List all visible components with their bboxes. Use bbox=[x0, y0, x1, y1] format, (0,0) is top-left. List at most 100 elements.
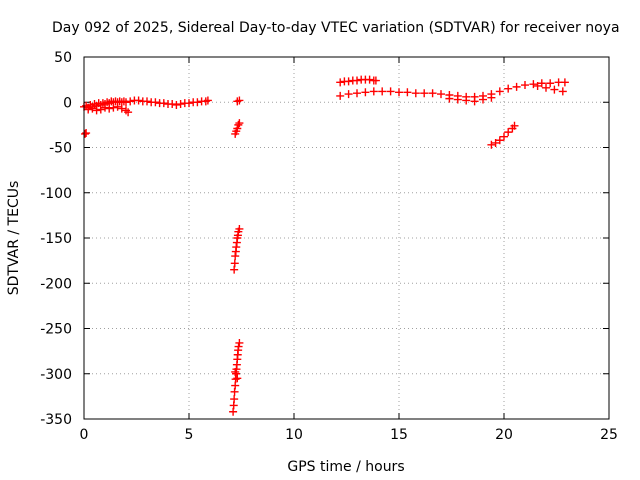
data-point bbox=[230, 259, 239, 268]
x-tick-label: 5 bbox=[185, 427, 194, 443]
data-point bbox=[533, 81, 542, 90]
data-point bbox=[445, 94, 454, 103]
data-point bbox=[235, 96, 244, 105]
data-point bbox=[82, 129, 91, 138]
data-point bbox=[81, 129, 90, 138]
data-points bbox=[80, 75, 569, 416]
data-point bbox=[122, 98, 130, 107]
x-tick-label: 20 bbox=[495, 427, 513, 443]
data-point bbox=[193, 98, 202, 107]
data-point bbox=[235, 224, 244, 233]
data-point bbox=[134, 96, 143, 105]
data-point bbox=[462, 96, 471, 105]
data-point bbox=[336, 78, 345, 87]
data-point bbox=[395, 88, 403, 97]
data-point bbox=[109, 103, 118, 112]
y-tick-label: -300 bbox=[40, 367, 72, 383]
data-point bbox=[235, 119, 244, 128]
data-point bbox=[504, 84, 513, 93]
data-point bbox=[487, 93, 496, 102]
data-point bbox=[105, 104, 114, 113]
y-tick-label: -250 bbox=[40, 322, 72, 338]
y-axis-label: SDTVAR / TECUs bbox=[6, 181, 22, 296]
data-point bbox=[84, 105, 93, 114]
data-point bbox=[369, 87, 378, 96]
data-point bbox=[403, 88, 412, 97]
data-point bbox=[203, 96, 212, 105]
data-point bbox=[234, 342, 243, 351]
y-tick-label: -200 bbox=[40, 276, 72, 292]
data-point bbox=[560, 78, 569, 87]
data-point bbox=[371, 76, 380, 85]
data-point bbox=[411, 89, 420, 98]
data-point bbox=[420, 89, 429, 98]
data-point bbox=[117, 104, 126, 113]
data-point bbox=[168, 100, 177, 109]
data-point bbox=[361, 88, 370, 97]
data-point bbox=[96, 105, 105, 114]
data-point bbox=[546, 79, 555, 88]
data-point bbox=[113, 102, 122, 111]
data-point bbox=[558, 87, 567, 96]
data-point bbox=[353, 76, 361, 85]
y-tick-label: -150 bbox=[40, 231, 72, 247]
data-point bbox=[353, 89, 361, 98]
data-point bbox=[504, 128, 513, 137]
data-point bbox=[487, 140, 496, 149]
data-point bbox=[344, 90, 353, 99]
plot-frame bbox=[83, 56, 610, 420]
data-point bbox=[201, 97, 210, 106]
data-point bbox=[233, 124, 242, 133]
data-point bbox=[510, 121, 519, 130]
data-point bbox=[151, 98, 160, 107]
data-point bbox=[124, 108, 133, 117]
data-point bbox=[176, 100, 185, 109]
data-point bbox=[185, 99, 193, 108]
x-axis-label: GPS time / hours bbox=[287, 459, 404, 475]
y-tick-label: -100 bbox=[40, 186, 72, 202]
data-point bbox=[92, 106, 101, 115]
data-point bbox=[336, 91, 345, 100]
data-point bbox=[88, 104, 97, 113]
data-point bbox=[233, 97, 242, 106]
data-point bbox=[172, 100, 181, 109]
data-point bbox=[230, 395, 239, 404]
x-tick-label: 25 bbox=[600, 427, 618, 443]
data-point bbox=[234, 120, 243, 129]
data-point bbox=[479, 95, 487, 104]
data-point bbox=[550, 85, 559, 94]
data-point bbox=[529, 80, 538, 89]
data-point bbox=[233, 374, 242, 383]
data-point bbox=[231, 367, 240, 376]
data-point bbox=[470, 97, 479, 106]
x-tick-label: 0 bbox=[80, 427, 89, 443]
y-tick-label: -350 bbox=[40, 412, 72, 428]
data-point bbox=[126, 97, 135, 106]
data-point bbox=[365, 75, 374, 84]
data-point bbox=[101, 103, 109, 112]
data-point bbox=[500, 132, 508, 141]
grid-lines bbox=[84, 57, 609, 419]
data-point bbox=[378, 87, 387, 96]
y-tick-label: 0 bbox=[63, 95, 72, 111]
data-point bbox=[344, 77, 353, 86]
data-point bbox=[512, 82, 521, 91]
data-point bbox=[521, 81, 529, 90]
data-point bbox=[386, 87, 395, 96]
data-point bbox=[495, 87, 504, 96]
data-point bbox=[428, 89, 437, 98]
y-tick-label: -50 bbox=[49, 141, 72, 157]
data-point bbox=[537, 79, 546, 88]
y-tick-label: 50 bbox=[54, 50, 72, 66]
data-point bbox=[453, 95, 462, 104]
data-point bbox=[437, 90, 445, 99]
data-point bbox=[159, 99, 168, 108]
data-point bbox=[235, 338, 244, 347]
axis-ticks: 0 5 10 15 20 25 50 0 -50 -100 -150 -200 -250 -300 -350 bbox=[40, 50, 618, 443]
data-point bbox=[143, 97, 151, 106]
chart-title: Day 092 of 2025, Sidereal Day-to-day VTE… bbox=[52, 20, 620, 36]
data-point bbox=[495, 136, 504, 145]
x-tick-label: 15 bbox=[390, 427, 408, 443]
data-point bbox=[542, 83, 550, 92]
